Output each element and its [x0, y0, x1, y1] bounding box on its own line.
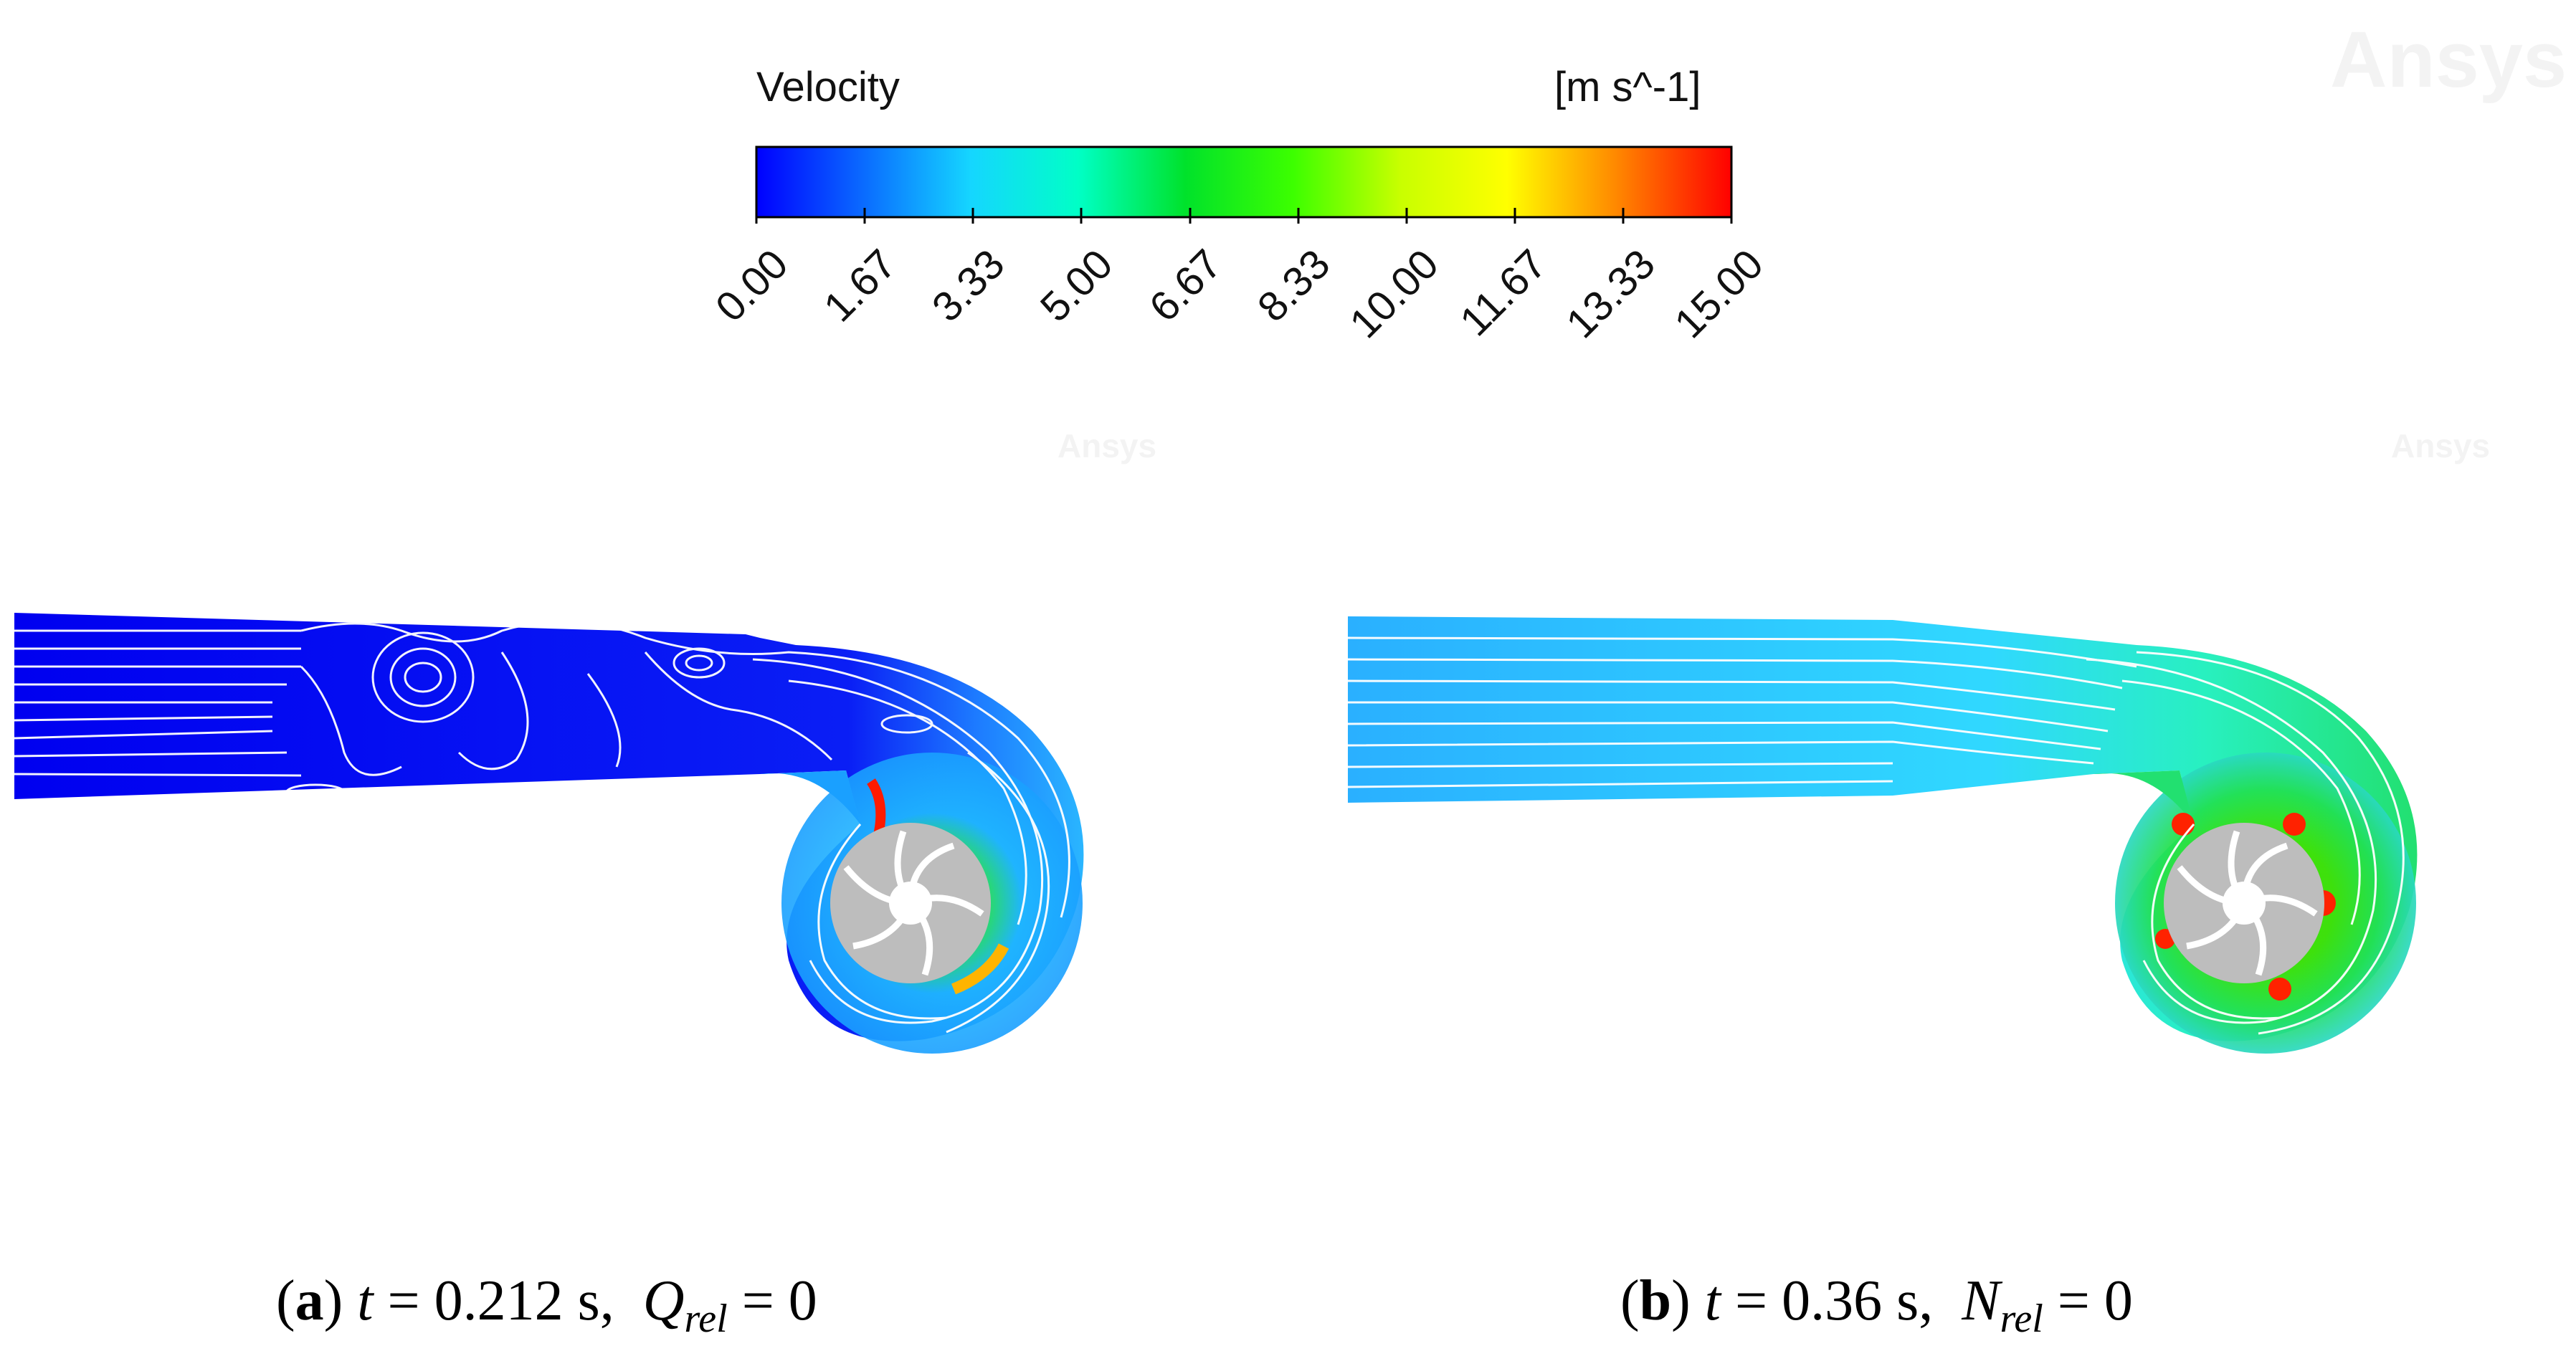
- caption-a-value: = 0: [727, 1269, 817, 1332]
- tick-label-5: 8.33: [1248, 240, 1339, 331]
- caption-a-t: t: [357, 1269, 374, 1332]
- caption-a-time: = 0.212 s,: [373, 1269, 643, 1332]
- caption-b-time: = 0.36 s,: [1721, 1269, 1962, 1332]
- flow-field-panel-a: [14, 613, 1084, 1054]
- legend-unit: [m s^-1]: [1554, 64, 1701, 110]
- flow-field-panel-b: [1347, 616, 2418, 1054]
- tick-label-7: 11.67: [1451, 240, 1556, 345]
- ansys-watermark-small-right: Ansys: [2391, 427, 2491, 464]
- caption-a-var: Q: [642, 1269, 685, 1332]
- ansys-watermark-top-right: Ansys: [2330, 16, 2567, 104]
- caption-b-value: = 0: [2043, 1269, 2133, 1332]
- tick-label-1: 1.67: [814, 240, 906, 331]
- tick-label-4: 6.67: [1140, 240, 1231, 331]
- tick-label-3: 5.00: [1031, 240, 1122, 331]
- tick-label-6: 10.00: [1341, 240, 1448, 348]
- caption-b-letter: b: [1639, 1269, 1672, 1332]
- caption-panel-b: (b) t = 0.36 s, Nrel = 0: [1620, 1269, 2133, 1341]
- caption-b-sub: rel: [2000, 1297, 2043, 1341]
- colorbar: [755, 145, 1733, 224]
- tick-label-0: 0.00: [706, 240, 797, 331]
- caption-b-t: t: [1704, 1269, 1721, 1332]
- tick-label-8: 13.33: [1557, 240, 1664, 348]
- legend-title: Velocity: [756, 64, 900, 110]
- caption-panel-a: (a) t = 0.212 s, Qrel = 0: [276, 1269, 817, 1341]
- impeller-b: [2164, 823, 2324, 983]
- caption-b-var: N: [1962, 1269, 2000, 1332]
- tick-label-2: 3.33: [923, 240, 1014, 331]
- impeller-a: [830, 823, 991, 983]
- caption-a-letter: a: [295, 1269, 324, 1332]
- tick-label-9: 15.00: [1665, 240, 1772, 348]
- caption-a-sub: rel: [684, 1297, 728, 1341]
- ansys-watermark-small-left: Ansys: [1058, 427, 1157, 464]
